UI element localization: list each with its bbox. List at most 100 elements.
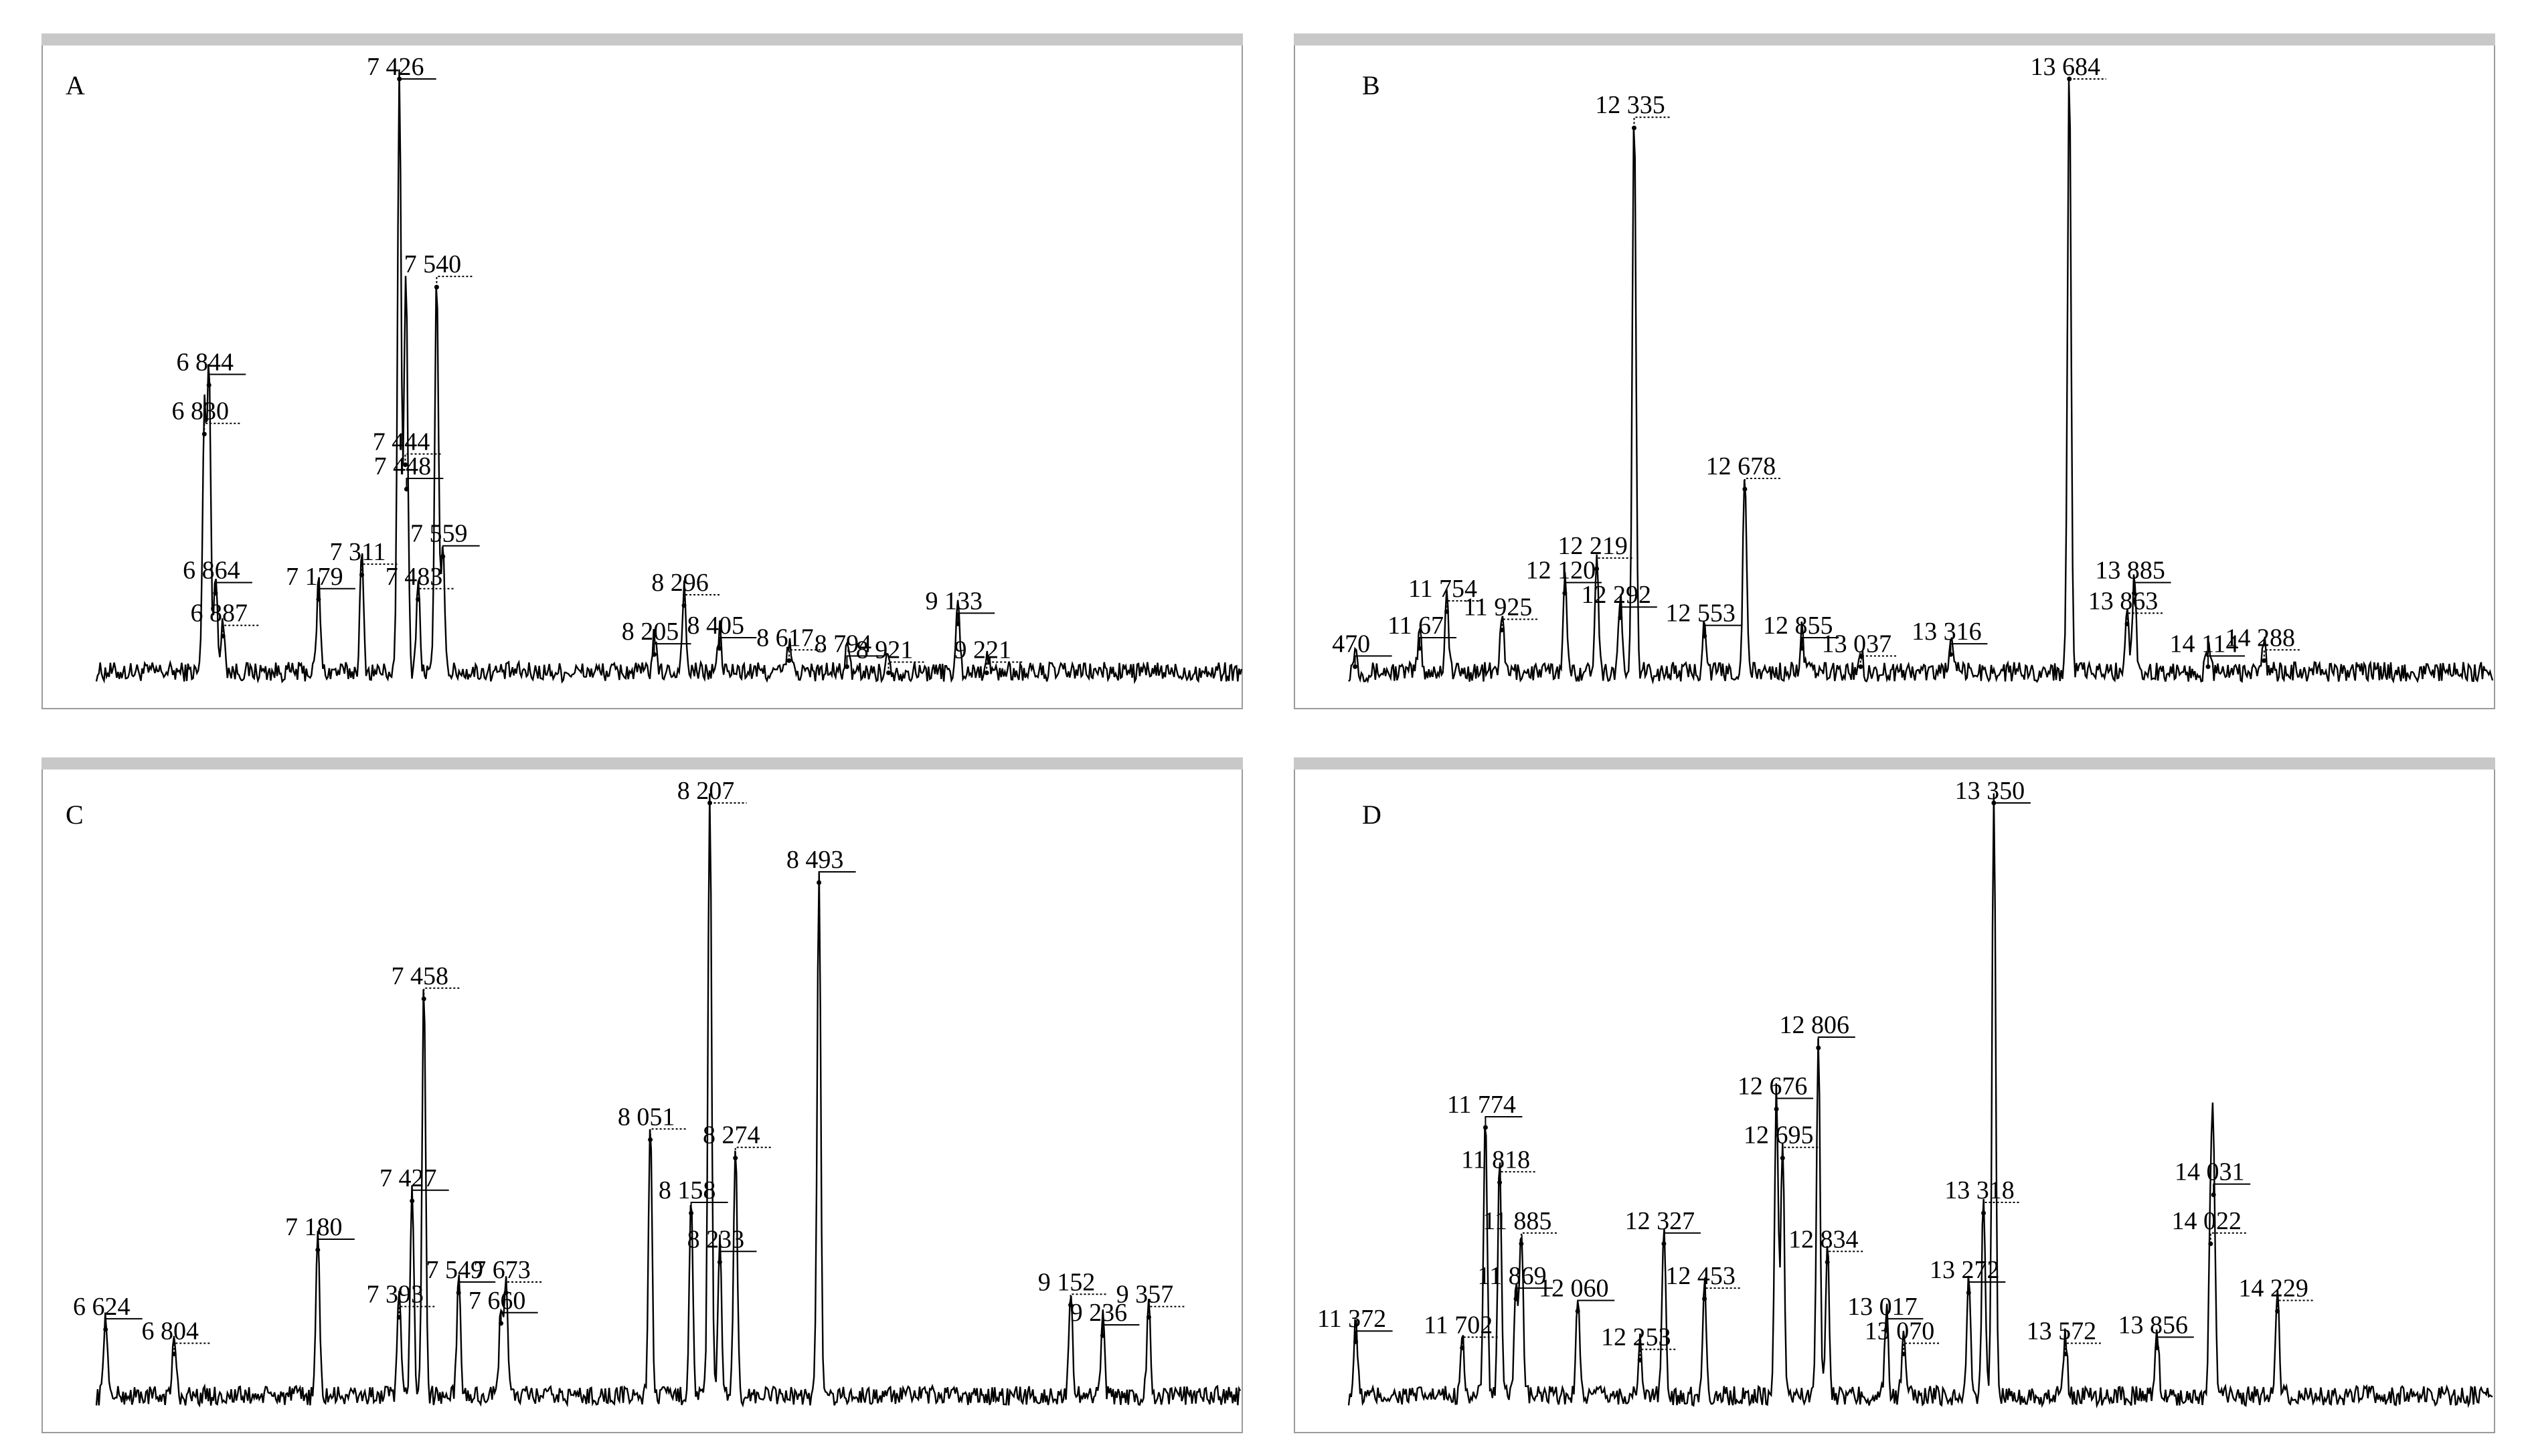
peak-label: 7 179: [286, 563, 343, 591]
peak-label: 13 318: [1944, 1176, 2015, 1204]
spectrum-panel-d: D 11 372 11 702 11 774 11 818 11 869 11 885 12…: [1294, 757, 2495, 1433]
peak-leader-line: [1663, 1232, 1701, 1244]
peak-leader-line: [208, 373, 246, 385]
peak-label: 6 830: [172, 397, 230, 426]
peak-leader-line: [719, 1251, 757, 1263]
peak-label: 8 207: [677, 777, 735, 805]
panel-header-bar: [1294, 757, 2495, 769]
peak-leader-line: [104, 1317, 143, 1330]
panel-header-bar: [1294, 33, 2495, 46]
peak-label: 12 292: [1582, 581, 1652, 609]
panel-label: A: [66, 70, 85, 100]
peak-label: 12 855: [1763, 612, 1833, 640]
peak-leader-line: [1885, 1317, 1924, 1330]
peak-label: 8 205: [622, 618, 679, 646]
spectrum-plot: 11 372 11 702 11 774 11 818 11 869 11 885 12 0…: [1317, 777, 2493, 1408]
peak-label: 12 060: [1539, 1275, 1609, 1303]
peak-leader-line: [214, 581, 252, 594]
peak-leader-line: [690, 1202, 728, 1213]
peak-label: 13 863: [2088, 587, 2159, 615]
peak-label: 6 887: [190, 600, 248, 628]
peak-label: 12 806: [1780, 1011, 1850, 1039]
peak-leader-line: [2156, 1336, 2194, 1348]
peak-label: 7 660: [469, 1287, 526, 1315]
peak-leader-line: [2133, 581, 2171, 594]
peak-label: 7 559: [410, 520, 468, 548]
peak-leader-line: [411, 1189, 449, 1201]
peak-leader-line: [846, 655, 884, 667]
peak-leader-line: [406, 478, 444, 489]
peak-marker: [421, 996, 426, 1002]
peak-label: 7 673: [473, 1256, 531, 1284]
peak-label: 11 754: [1408, 575, 1477, 603]
panel-header-bar: [41, 757, 1243, 769]
peak-label: 13 272: [1930, 1256, 2000, 1284]
peak-label: 12 834: [1788, 1225, 1859, 1253]
peak-label: 8 921: [856, 636, 914, 664]
spectrum-panel-b: B 470 11 754 11 67 11 925 12 120 12 219 12 292…: [1294, 33, 2495, 709]
peak-marker: [1519, 1241, 1524, 1247]
peak-label: 14 031: [2175, 1158, 2245, 1186]
peak-leader-line: [1564, 581, 1602, 594]
peak-label: 11 885: [1483, 1207, 1551, 1235]
peak-label: 8 274: [703, 1121, 760, 1150]
spectrum-trace: [1347, 793, 2493, 1408]
peak-leader-line: [442, 545, 480, 557]
peak-label: 13 316: [1912, 618, 1982, 646]
panel-label: C: [66, 800, 84, 830]
peak-label: 7 444: [373, 428, 430, 456]
spectrum-trace: [95, 69, 1243, 685]
peak-label: 7 540: [404, 250, 462, 278]
peak-label: 11 818: [1461, 1146, 1530, 1174]
peak-label: 470: [1332, 630, 1370, 658]
peak-leader-line: [1577, 1299, 1615, 1311]
peak-label: 13 017: [1847, 1293, 1918, 1321]
peak-label: 8 051: [618, 1103, 675, 1131]
peak-label: 7 549: [426, 1256, 483, 1284]
peak-leader-line: [1968, 1281, 2006, 1293]
peak-leader-line: [818, 871, 856, 883]
peak-label: 12 453: [1665, 1262, 1736, 1290]
peak-label: 9 133: [925, 587, 983, 615]
peak-label: 8 493: [786, 846, 844, 874]
peak-marker: [1991, 800, 1997, 806]
peak-leader-line: [1817, 1036, 1855, 1048]
peak-label: 7 458: [392, 962, 449, 990]
peak-label: 6 864: [183, 557, 240, 585]
panel-label: D: [1362, 800, 1381, 830]
peak-leader-line: [2213, 1183, 2251, 1195]
peak-label: 8 617: [756, 624, 814, 652]
peak-label: 13 572: [2027, 1317, 2097, 1346]
peak-label: 8 296: [651, 569, 709, 597]
peak-label: 12 695: [1744, 1121, 1814, 1150]
peak-label: 14 288: [2225, 624, 2296, 652]
peak-label: 12 219: [1557, 532, 1628, 560]
peak-label: 8 794: [815, 630, 872, 658]
peak-leader-line: [1515, 1287, 1553, 1299]
peak-leader-line: [1102, 1324, 1140, 1336]
peak-marker: [2208, 1241, 2213, 1247]
peak-leader-line: [1776, 1097, 1814, 1109]
peak-label: 14 022: [2172, 1207, 2242, 1235]
peak-label: 12 327: [1625, 1207, 1695, 1235]
peak-label: 9 357: [1116, 1281, 1174, 1309]
peak-label: 9 221: [954, 636, 1011, 664]
spectrum-panel-a: A 6 844 6 830 6 864 6 887 7 179 7 311 7 426 7 4…: [41, 33, 1243, 709]
peak-leader-line: [1801, 637, 1839, 648]
peak-label: 6 624: [73, 1293, 131, 1321]
peak-label: 9 152: [1038, 1268, 1096, 1296]
peak-label: 14 114: [2169, 630, 2238, 658]
peak-marker: [410, 1198, 415, 1204]
peak-marker: [1497, 1180, 1503, 1185]
peak-leader-line: [500, 1311, 538, 1324]
peak-marker: [1068, 1302, 1073, 1307]
peak-label: 7 448: [374, 452, 432, 480]
peak-label: 13 070: [1865, 1317, 1935, 1346]
peak-label: 7 393: [367, 1281, 424, 1309]
peak-label: 13 684: [2030, 53, 2100, 81]
peak-label: 6 804: [142, 1317, 199, 1346]
panel-header-bar: [41, 33, 1243, 46]
